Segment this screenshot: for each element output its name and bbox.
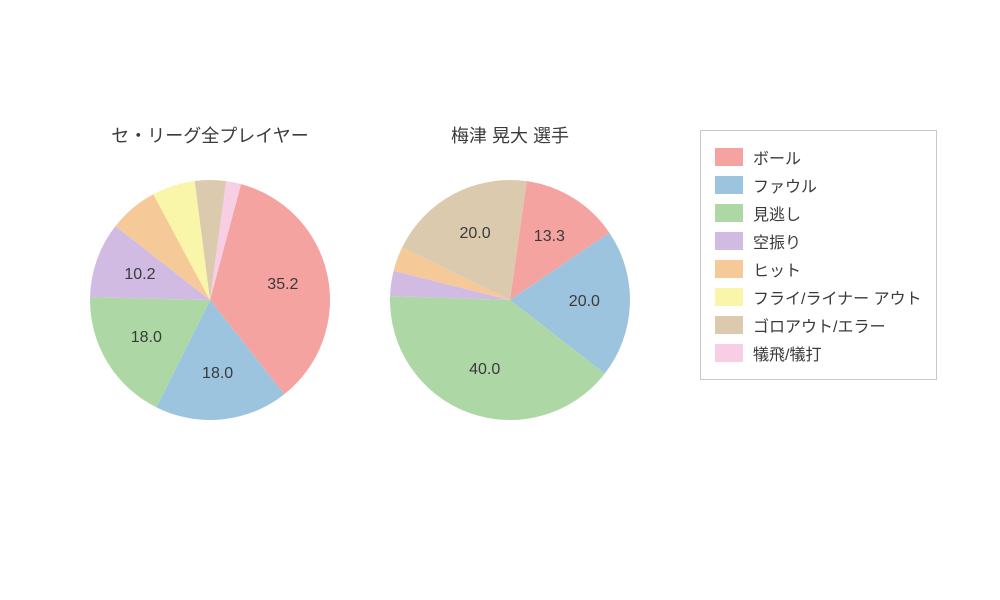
chart-container: セ・リーグ全プレイヤー 梅津 晃大 選手 ボールファウル見逃し空振りヒットフライ… [0,0,1000,600]
slice-label: 20.0 [459,225,490,243]
legend-swatch [715,232,743,250]
legend-swatch [715,148,743,166]
legend-item: ゴロアウト/エラー [715,313,922,337]
legend-label: ヒット [753,257,801,281]
legend-swatch [715,176,743,194]
legend-item: 見逃し [715,201,922,225]
legend-label: ファウル [753,173,817,197]
legend-label: 犠飛/犠打 [753,341,821,365]
legend-label: ゴロアウト/エラー [753,313,885,337]
legend-label: フライ/ライナー アウト [753,285,922,309]
legend-item: フライ/ライナー アウト [715,285,922,309]
legend-swatch [715,204,743,222]
legend-swatch [715,288,743,306]
legend-item: ファウル [715,173,922,197]
slice-label: 20.0 [569,293,600,311]
pie-title-league: セ・リーグ全プレイヤー [111,122,308,148]
legend-label: 空振り [753,229,801,253]
slice-label: 10.2 [124,266,155,284]
pie-chart-league [80,170,340,430]
slice-label: 18.0 [131,329,162,347]
pie-chart-player [380,170,640,430]
legend-label: 見逃し [753,201,801,225]
slice-label: 13.3 [534,228,565,246]
legend-item: ボール [715,145,922,169]
legend-item: 犠飛/犠打 [715,341,922,365]
legend-swatch [715,344,743,362]
legend-swatch [715,260,743,278]
legend: ボールファウル見逃し空振りヒットフライ/ライナー アウトゴロアウト/エラー犠飛/… [700,130,937,380]
slice-label: 40.0 [469,361,500,379]
legend-swatch [715,316,743,334]
pie-title-player: 梅津 晃大 選手 [451,122,569,148]
slice-label: 18.0 [202,365,233,383]
legend-item: ヒット [715,257,922,281]
slice-label: 35.2 [267,276,298,294]
legend-item: 空振り [715,229,922,253]
legend-label: ボール [753,145,801,169]
